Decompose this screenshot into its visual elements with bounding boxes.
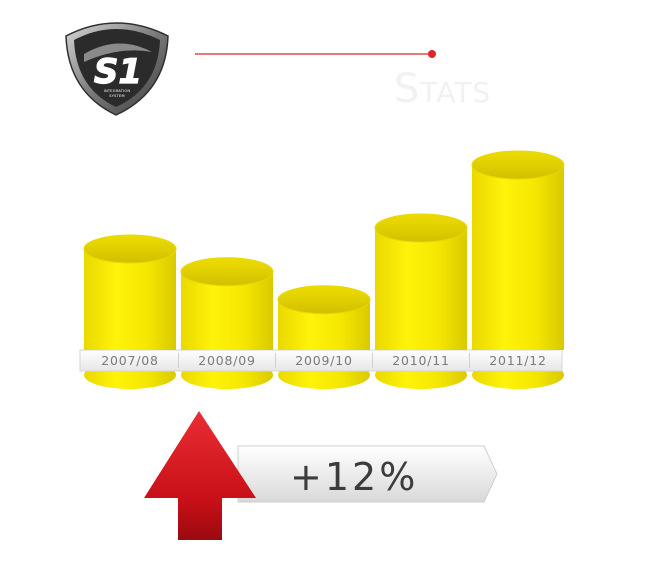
growth-indicator: +12% (144, 411, 498, 540)
category-label: 2008/09 (198, 353, 256, 368)
category-labels: 2007/08 2008/09 2009/10 2010/11 2011/12 (101, 353, 547, 368)
bar-top-2011/12 (471, 150, 565, 180)
bar-2007/08 (84, 249, 176, 350)
category-label: 2011/12 (489, 353, 547, 368)
growth-label: +12% (290, 455, 418, 499)
logo-swoosh (84, 43, 152, 62)
logo-text-line1: INTEGRATION (104, 89, 131, 93)
bar-2011/12 (472, 165, 564, 350)
category-label: 2010/11 (392, 353, 450, 368)
bar-2010/11 (375, 228, 467, 350)
logo-mark: S1 (94, 52, 142, 92)
bar-chart: 2007/08 2008/09 2009/10 2010/11 2011/12 (79, 150, 565, 389)
bar-bodies (83, 150, 565, 350)
bar-top-2007/08 (83, 234, 177, 264)
logo-text-line2: SYSTEM (109, 94, 125, 98)
growth-arrow-icon (144, 411, 256, 540)
page-title: Stats (394, 66, 491, 112)
category-label: 2009/10 (295, 353, 353, 368)
bar-top-2010/11 (374, 213, 468, 243)
bar-top-2008/09 (180, 257, 274, 287)
bar-top-2009/10 (277, 285, 371, 315)
logo: S1 INTEGRATION SYSTEM (65, 22, 169, 116)
category-label: 2007/08 (101, 353, 159, 368)
header-divider-dot (428, 50, 436, 58)
